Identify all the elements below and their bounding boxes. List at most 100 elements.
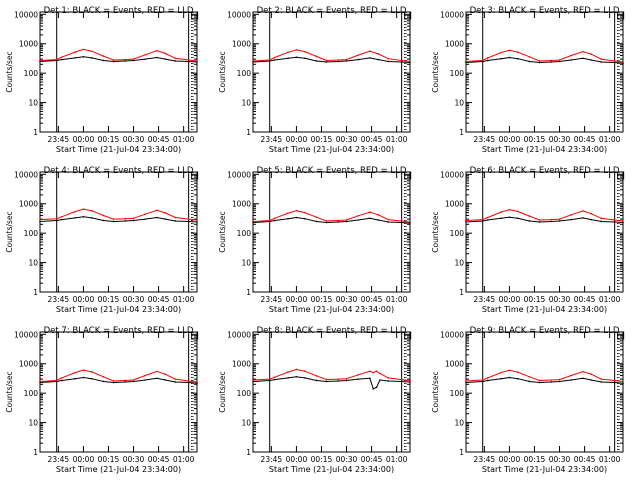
panel-title: Det 5: BLACK = Events, RED = LLD — [257, 166, 407, 176]
x-tick-label: 01:00 — [599, 455, 621, 464]
data-point-events — [387, 380, 390, 382]
x-tick-label: 01:00 — [173, 455, 195, 464]
data-point-lld — [357, 214, 360, 217]
data-point-lld — [558, 378, 561, 381]
data-point-events — [538, 221, 541, 223]
y-tick-label: 100 — [237, 229, 252, 238]
data-point-lld — [622, 61, 624, 63]
data-point-lld — [60, 56, 63, 58]
data-point-lld — [508, 49, 511, 52]
plot-frame — [465, 171, 624, 293]
data-point-lld — [486, 57, 489, 59]
data-point-events — [538, 61, 541, 64]
data-point-events — [486, 219, 489, 221]
data-point-events — [508, 56, 511, 59]
y-tick-label: 100 — [450, 69, 465, 78]
y-axis-label: Counts/sec — [431, 51, 440, 92]
data-point-lld — [570, 54, 573, 57]
y-tick-label: 10000 — [14, 10, 38, 19]
x-axis-label: Start Time (21-Jul-04 23:34:00) — [269, 465, 394, 474]
data-point-lld — [303, 370, 306, 372]
x-tick-label: 23:45 — [261, 295, 283, 304]
data-point-lld — [144, 374, 147, 377]
data-point-lld — [315, 55, 318, 58]
data-point-lld — [379, 372, 381, 375]
plot-frame — [465, 11, 624, 133]
data-point-events — [369, 377, 371, 380]
data-point-events — [164, 379, 167, 381]
x-tick-label: 00:45 — [574, 455, 596, 464]
data-point-lld — [39, 59, 41, 62]
data-point-events — [500, 217, 502, 220]
interval-marker-box — [191, 11, 199, 20]
y-tick-label: 100 — [24, 389, 39, 398]
series-line-lld — [465, 49, 624, 63]
x-tick-label: 23:45 — [474, 135, 496, 144]
y-tick-label: 100 — [450, 389, 465, 398]
x-axis-label: Start Time (21-Jul-04 23:34:00) — [482, 145, 607, 154]
panel-title: Det 2: BLACK = Events, RED = LLD — [257, 6, 407, 16]
data-point-events — [90, 377, 93, 380]
data-point-lld — [273, 376, 276, 378]
data-point-lld — [570, 214, 573, 216]
data-point-events — [325, 61, 328, 63]
y-tick-label: 1000 — [445, 200, 464, 209]
data-point-lld — [528, 55, 531, 58]
x-tick-label: 00:30 — [549, 135, 571, 144]
y-tick-label: 10000 — [227, 330, 251, 339]
data-point-lld — [102, 55, 105, 57]
data-point-lld — [622, 380, 624, 383]
data-point-lld — [74, 371, 76, 374]
data-point-lld — [124, 58, 126, 61]
data-point-lld — [196, 60, 198, 62]
data-point-events — [174, 60, 177, 62]
plot-frame — [39, 171, 198, 293]
data-point-events — [500, 57, 502, 60]
data-point-events — [357, 378, 360, 380]
series-line-lld — [39, 48, 198, 62]
interval-marker-box — [617, 11, 625, 20]
data-point-lld — [187, 218, 190, 220]
plot-frame — [465, 331, 624, 453]
data-point-events — [315, 60, 318, 62]
interval-marker-box — [191, 331, 199, 340]
data-point-lld — [387, 57, 390, 60]
panel-title: Det 6: BLACK = Events, RED = LLD — [470, 166, 620, 176]
data-point-events — [613, 61, 616, 64]
data-point-lld — [516, 51, 519, 53]
series-line-events — [465, 376, 624, 384]
data-point-lld — [39, 218, 41, 221]
data-point-events — [375, 386, 378, 388]
data-point-events — [60, 58, 63, 61]
x-axis-label: Start Time (21-Jul-04 23:34:00) — [269, 145, 394, 154]
data-point-lld — [287, 212, 289, 214]
data-point-lld — [124, 217, 126, 220]
data-point-events — [90, 57, 93, 59]
data-point-lld — [582, 370, 584, 373]
y-tick-label: 1000 — [232, 200, 251, 209]
interval-marker-box — [404, 331, 412, 340]
data-point-lld — [377, 53, 380, 55]
data-point-lld — [570, 374, 573, 377]
data-point-events — [39, 220, 41, 223]
data-point-events — [102, 59, 105, 62]
data-point-events — [325, 380, 328, 383]
data-point-lld — [357, 54, 360, 56]
data-point-events — [252, 380, 254, 383]
x-tick-label: 01:00 — [386, 455, 408, 464]
data-point-lld — [252, 220, 254, 223]
data-point-lld — [337, 219, 339, 222]
data-point-lld — [295, 209, 298, 212]
data-point-events — [600, 381, 603, 383]
y-tick-label: 1 — [246, 128, 251, 137]
data-point-events — [516, 217, 519, 220]
detector-panel-6: 1 10 100 1000 10000 23:45 00:00 00:15 00:30 00:45… — [431, 166, 625, 314]
interval-marker-box — [191, 171, 199, 180]
data-point-lld — [613, 379, 616, 382]
data-point-lld — [60, 377, 63, 379]
data-point-events — [345, 220, 348, 223]
y-tick-label: 10 — [241, 99, 251, 108]
data-point-events — [345, 379, 348, 382]
data-point-events — [377, 58, 380, 61]
data-point-events — [409, 222, 411, 224]
